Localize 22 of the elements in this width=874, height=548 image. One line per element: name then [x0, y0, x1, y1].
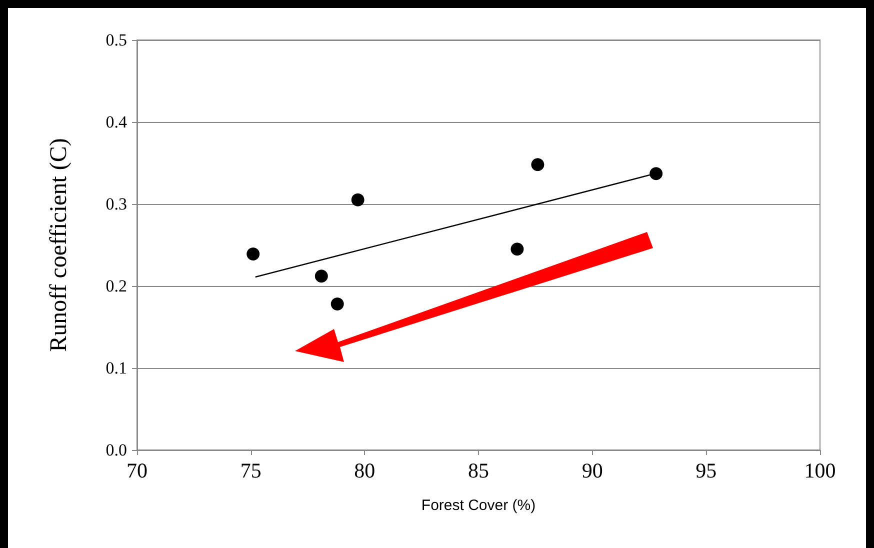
x-axis-title: Forest Cover (%)	[421, 497, 536, 514]
x-tick-label: 80	[354, 458, 376, 482]
point	[330, 298, 344, 311]
point	[510, 242, 524, 256]
point	[531, 158, 544, 172]
x-tick-label: 95	[696, 458, 717, 482]
point	[314, 270, 328, 283]
x-tick-label: 100	[804, 458, 836, 482]
x-tick-label: 75	[240, 458, 262, 482]
x-tick-label: 70	[126, 458, 148, 482]
point	[246, 248, 260, 261]
x-tick-label: 85	[468, 458, 489, 482]
y-axis-title: Runoff coefficient (C)	[46, 138, 72, 352]
y-tick-label: 0.5	[106, 30, 127, 50]
y-tick-label: 0.0	[106, 440, 127, 460]
y-tick-label: 0.1	[106, 358, 127, 378]
y-tick-label: 0.4	[106, 112, 128, 132]
y-tick-label: 0.3	[106, 194, 127, 214]
point	[351, 193, 364, 206]
y-tick-label: 0.2	[106, 276, 127, 296]
x-tick-label: 90	[582, 458, 603, 482]
point	[650, 167, 663, 180]
